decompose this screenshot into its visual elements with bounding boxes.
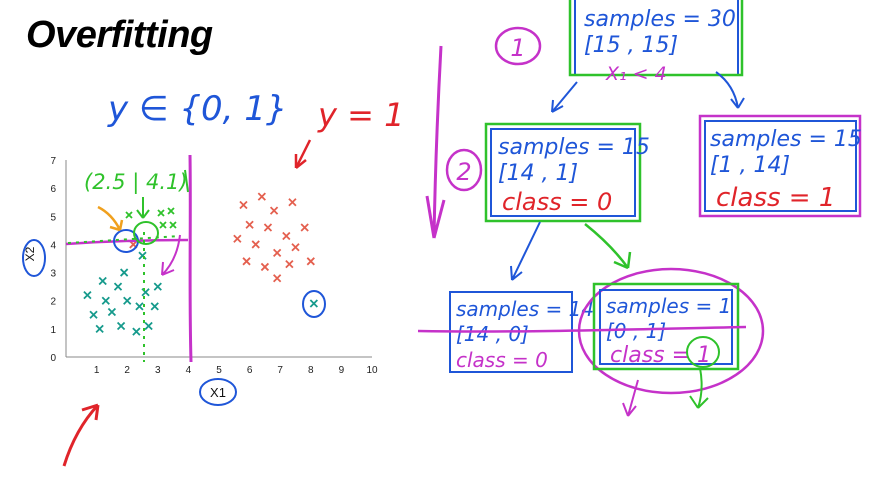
- x-tick-7: 7: [277, 365, 283, 376]
- tree-node-left: samples = 15 [14 , 1] class = 0: [484, 122, 650, 223]
- scatter-point-s0-14: [153, 282, 162, 291]
- tree-node-leaf-left: samples = 14 [14 , 0] class = 0: [449, 291, 594, 373]
- y-axis-label: X2: [22, 239, 46, 277]
- y-tick-labels: 0 1 2 3 4 5 6 7: [50, 156, 56, 364]
- scatter-point-s0-13: [150, 302, 159, 311]
- scatter-point-s0-1: [89, 310, 98, 319]
- scatter-point-s1-14: [285, 259, 294, 269]
- scatter-point-s1-13: [260, 262, 270, 272]
- scatter-point-s0-6: [98, 276, 107, 286]
- svg-text:class = 1: class = 1: [610, 343, 711, 368]
- scatter-point-s1-15: [306, 257, 315, 266]
- scatter-point-s1-4: [245, 220, 254, 229]
- x-tick-5: 5: [216, 365, 222, 376]
- scatter-point-s0-10: [135, 302, 144, 311]
- scatter-point-s0-8: [123, 296, 132, 305]
- y-tick-3: 3: [50, 269, 56, 280]
- scatter-point-s1-8: [233, 234, 242, 243]
- scatter-point-s0-4: [107, 307, 117, 317]
- scatter-point-s0-12: [144, 321, 153, 331]
- svg-text:[14 , 0]: [14 , 0]: [456, 322, 529, 346]
- y-tick-5: 5: [50, 212, 56, 223]
- scatter-point-s0-3: [101, 296, 110, 305]
- scatter-point-s0-9: [132, 327, 141, 336]
- scatter-point-s1-7: [300, 223, 309, 232]
- svg-text:samples = 14: samples = 14: [456, 297, 594, 321]
- y-tick-2: 2: [50, 297, 56, 308]
- x-tick-9: 9: [339, 365, 345, 376]
- scatter-point-s1-6: [282, 231, 291, 241]
- x-tick-10: 10: [366, 365, 378, 376]
- scatter-point-s1-11: [291, 243, 300, 252]
- slide-title: Overfitting: [26, 14, 213, 56]
- x-axis-label: X1: [199, 378, 237, 406]
- svg-text:class = 1: class = 1: [716, 183, 835, 213]
- scatter-point-s1-1: [257, 192, 266, 201]
- scatter-point-s1-0: [239, 200, 248, 210]
- tree-node-right: samples = 15 [1 , 14] class = 1: [698, 114, 862, 218]
- x-tick-2: 2: [124, 365, 130, 376]
- svg-text:X1: X1: [210, 385, 226, 400]
- scatter-point-s2-0: [309, 299, 318, 308]
- scatter-point-s1-3: [288, 198, 297, 207]
- y-tick-6: 6: [50, 184, 56, 195]
- y-tick-4: 4: [50, 240, 56, 251]
- svg-text:samples = 15: samples = 15: [710, 127, 862, 152]
- scatter-axes: 0 1 2 3 4 5 6 7 1 2 3 4 5 6 7 8 9 10: [50, 156, 378, 376]
- x-tick-1: 1: [94, 365, 100, 376]
- plot-annotations: (2.5 | 4.1): [65, 154, 326, 363]
- scatter-points: [83, 192, 318, 336]
- svg-text:samples = 30: samples = 30: [584, 7, 736, 32]
- depth-arrow-annotation: [425, 45, 446, 239]
- scatter-point-s1-5: [263, 223, 273, 232]
- scatter-point-s0-0: [83, 290, 92, 300]
- y-tick-0: 0: [50, 353, 56, 364]
- svg-text:samples = 1: samples = 1: [606, 294, 731, 318]
- svg-text:1: 1: [510, 34, 525, 62]
- svg-text:X2: X2: [23, 246, 37, 261]
- x-tick-4: 4: [186, 365, 192, 376]
- svg-text:[14 , 1]: [14 , 1]: [498, 161, 578, 186]
- tree-node-root: samples = 30 [15 , 15] X₁ < 4: [568, 0, 744, 85]
- svg-text:class = 0: class = 0: [456, 348, 548, 372]
- svg-text:[1 , 14]: [1 , 14]: [710, 153, 790, 178]
- step-marker-one: 1: [494, 26, 542, 66]
- leaf-cut-line: [417, 325, 747, 333]
- svg-text:(2.5 | 4.1): (2.5 | 4.1): [84, 170, 188, 195]
- svg-text:X₁ < 4: X₁ < 4: [605, 63, 667, 85]
- scatter-point-s0-5: [113, 282, 123, 291]
- x-tick-3: 3: [155, 365, 161, 376]
- y-tick-7: 7: [50, 156, 56, 167]
- x-tick-8: 8: [308, 365, 314, 376]
- scatter-point-s1-16: [273, 274, 282, 283]
- svg-text:2: 2: [456, 158, 471, 186]
- scatter-point-s1-10: [273, 248, 282, 258]
- scatter-point-s0-7: [116, 321, 126, 331]
- scatter-point-s1-9: [251, 240, 260, 249]
- x-tick-labels: 1 2 3 4 5 6 7 8 9 10: [94, 365, 378, 376]
- scatter-point-s1-2: [269, 206, 279, 215]
- svg-text:samples = 15: samples = 15: [498, 135, 650, 160]
- svg-text:[15 , 15]: [15 , 15]: [584, 33, 678, 58]
- scatter-point-s1-12: [242, 257, 251, 266]
- y-tick-1: 1: [50, 325, 56, 336]
- label-set-annotation: y ∈ {0, 1}: [107, 89, 288, 129]
- pointer-arrow-annotation: [62, 403, 100, 467]
- svg-text:class = 0: class = 0: [502, 188, 612, 216]
- scatter-point-s0-15: [120, 268, 129, 277]
- svg-text:y = 1: y = 1: [317, 96, 404, 134]
- x-tick-6: 6: [247, 365, 253, 376]
- positive-label-annotation: y = 1: [294, 96, 404, 169]
- step-marker-two: 2: [445, 148, 483, 192]
- scatter-point-s0-2: [95, 324, 104, 333]
- tree-node-leaf-right: samples = 1 [0 , 1] class = 1: [577, 267, 765, 395]
